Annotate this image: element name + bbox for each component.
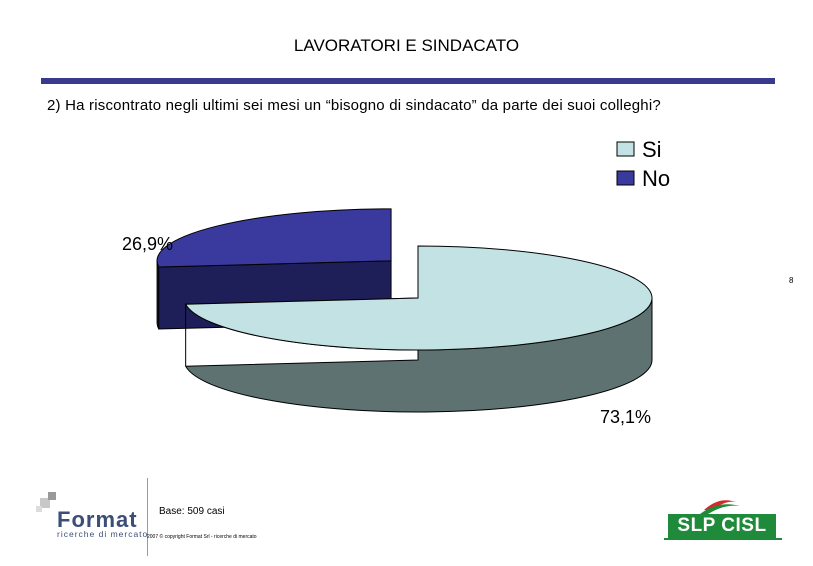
format-logo-mark [36,492,56,512]
footer-divider [147,478,148,556]
legend-label-si: Si [642,137,662,162]
label-si: 73,1% [600,407,651,427]
title-divider [41,78,775,84]
copyright-note: 2007 © copyright Format Srl - ricerche d… [147,534,257,540]
slice-si [184,245,653,413]
label-no: 26,9% [122,234,173,254]
format-logo-word: Format [57,507,138,532]
legend-label-no: No [642,166,670,191]
page-title: LAVORATORI E SINDACATO [293,36,520,55]
question-text: 2) Ha riscontrato negli ultimi sei mesi … [47,97,661,114]
legend: Si No [616,137,670,191]
base-note: Base: 509 casi [159,506,225,517]
slice-si-top [184,245,653,351]
page-number: 8 [789,276,794,285]
slp-logo-word: SLP CISL [668,514,776,538]
legend-swatch-no [616,170,635,186]
slice-no-top [156,208,392,268]
legend-swatch-si [616,141,635,157]
slp-logo-flag [664,500,782,540]
format-logo-sub: ricerche di mercato [57,529,149,539]
